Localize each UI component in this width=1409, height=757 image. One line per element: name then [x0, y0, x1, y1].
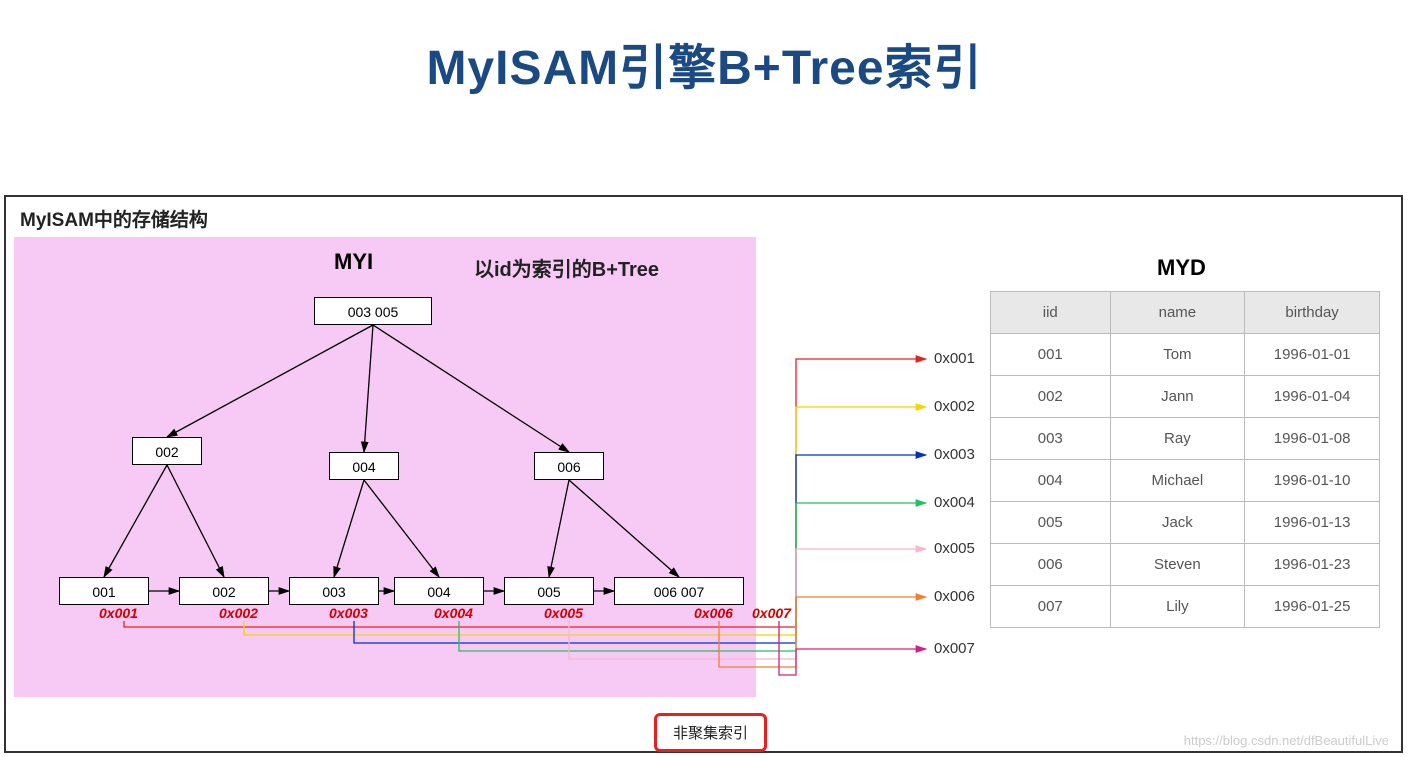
myd-col-birthday: birthday: [1245, 292, 1380, 334]
table-row: 005Jack1996-01-13: [991, 502, 1380, 544]
myd-col-name: name: [1110, 292, 1245, 334]
myi-title: MYI: [334, 249, 373, 275]
diagram-frame: MyISAM中的存储结构 MYI 以id为索引的B+Tree 003 005 00…: [4, 195, 1403, 753]
pointer-addr-0x001: 0x001: [934, 350, 975, 367]
leaf-ptr-0: 0x001: [99, 605, 138, 621]
myd-table: iidnamebirthday 001Tom1996-01-01002Jann1…: [990, 291, 1380, 628]
leaf-ptr-1: 0x002: [219, 605, 258, 621]
page-title: MyISAM引擎B+Tree索引: [0, 28, 1409, 98]
mid-node-1: 004: [329, 452, 399, 480]
leaf-node-5: 006 007: [614, 577, 744, 605]
table-row: 003Ray1996-01-08: [991, 418, 1380, 460]
table-row: 001Tom1996-01-01: [991, 334, 1380, 376]
mid-node-2: 006: [534, 452, 604, 480]
watermark: https://blog.csdn.net/dfBeautifulLive: [1184, 733, 1389, 748]
leaf-node-4: 005: [504, 577, 594, 605]
pointer-addr-0x004: 0x004: [934, 494, 975, 511]
myi-panel: MYI 以id为索引的B+Tree 003 0050020040060010x0…: [14, 237, 756, 697]
pointer-addr-0x002: 0x002: [934, 398, 975, 415]
leaf-ptr-5: 0x006: [694, 605, 733, 621]
structure-heading: MyISAM中的存储结构: [20, 205, 208, 232]
leaf-node-3: 004: [394, 577, 484, 605]
myd-col-iid: iid: [991, 292, 1111, 334]
leaf-ptr2-5: 0x007: [752, 605, 791, 621]
leaf-node-1: 002: [179, 577, 269, 605]
pointer-addr-0x003: 0x003: [934, 446, 975, 463]
pointer-addr-0x005: 0x005: [934, 540, 975, 557]
pointer-addr-0x007: 0x007: [934, 640, 975, 657]
non-clustered-badge: 非聚集索引: [654, 713, 767, 752]
pointer-addr-0x006: 0x006: [934, 588, 975, 605]
table-row: 006Steven1996-01-23: [991, 544, 1380, 586]
table-row: 007Lily1996-01-25: [991, 586, 1380, 628]
myi-subtitle: 以id为索引的B+Tree: [474, 253, 659, 282]
myd-title: MYD: [1157, 255, 1206, 281]
leaf-ptr-4: 0x005: [544, 605, 583, 621]
leaf-ptr-3: 0x004: [434, 605, 473, 621]
leaf-node-2: 003: [289, 577, 379, 605]
table-row: 002Jann1996-01-04: [991, 376, 1380, 418]
mid-node-0: 002: [132, 437, 202, 465]
leaf-node-0: 001: [59, 577, 149, 605]
root-node: 003 005: [314, 297, 432, 325]
table-row: 004Michael1996-01-10: [991, 460, 1380, 502]
leaf-ptr-2: 0x003: [329, 605, 368, 621]
